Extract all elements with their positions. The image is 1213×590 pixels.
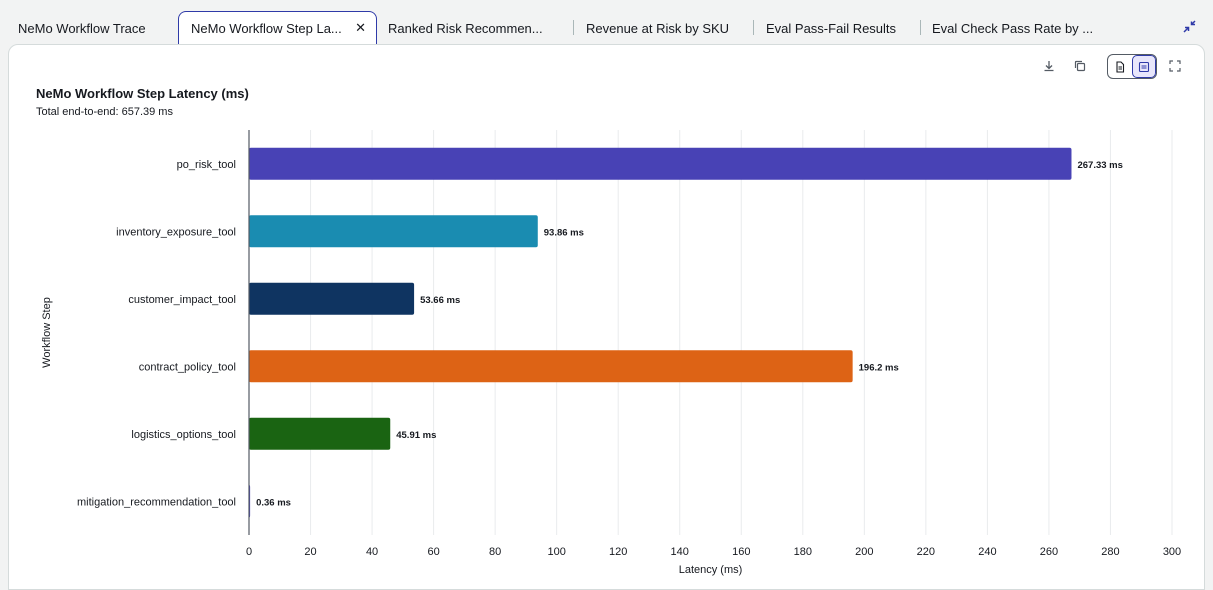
tab-separator — [920, 20, 921, 35]
tab-eval-pass-fail[interactable]: Eval Pass-Fail Results — [753, 11, 920, 45]
tab-separator — [753, 20, 754, 35]
close-icon[interactable]: ✕ — [355, 20, 366, 35]
x-tick-label: 100 — [547, 546, 565, 558]
collapse-icon[interactable] — [1181, 18, 1199, 36]
bar-chart: 0 20 40 60 80 100 120 140 160 180 200 220 240 260 280 3… — [41, 130, 1181, 576]
tab-label: NeMo Workflow Trace — [18, 20, 146, 36]
category-label: logistics_options_tool — [131, 429, 236, 441]
x-tick-label: 260 — [1040, 546, 1058, 558]
x-tick-label: 20 — [304, 546, 316, 558]
tab-label: Eval Pass-Fail Results — [766, 20, 897, 36]
category-label: po_risk_tool — [177, 159, 236, 171]
x-tick-label: 80 — [489, 546, 501, 558]
tab-ranked-risk[interactable]: Ranked Risk Recommen... — [378, 11, 573, 45]
x-tick-label: 240 — [978, 546, 996, 558]
x-tick-label: 280 — [1101, 546, 1119, 558]
category-label: mitigation_recommendation_tool — [77, 496, 236, 508]
tab-eval-check-pass-rate[interactable]: Eval Check Pass Rate by ... — [920, 11, 1100, 45]
chart-panel: NeMo Workflow Step Latency (ms) Total en… — [8, 44, 1205, 590]
tab-label: NeMo Workflow Step La... — [191, 21, 342, 36]
x-tick-label: 180 — [794, 546, 812, 558]
category-label: inventory_exposure_tool — [116, 226, 236, 238]
bar[interactable] — [249, 417, 391, 450]
x-tick-label: 0 — [246, 546, 252, 558]
data-label: 196.2 ms — [859, 362, 899, 373]
chart-title: NeMo Workflow Step Latency (ms) — [36, 86, 249, 101]
x-tick-label: 160 — [732, 546, 750, 558]
x-tick-label: 140 — [671, 546, 689, 558]
tab-workflow-trace[interactable]: NeMo Workflow Trace — [8, 11, 176, 45]
tab-separator — [573, 20, 574, 35]
download-icon[interactable] — [1038, 55, 1060, 77]
tab-revenue-at-risk[interactable]: Revenue at Risk by SKU — [573, 11, 753, 45]
copy-icon[interactable] — [1069, 55, 1091, 77]
table-icon[interactable] — [1132, 55, 1156, 78]
chart-subtitle: Total end-to-end: 657.39 ms — [36, 106, 173, 118]
tab-bar: NeMo Workflow Trace NeMo Workflow Step L… — [0, 0, 1213, 46]
data-label: 0.36 ms — [256, 497, 291, 508]
x-tick-label: 40 — [366, 546, 378, 558]
y-axis-title: Workflow Step — [41, 297, 53, 368]
tab-step-latency[interactable]: NeMo Workflow Step La... ✕ — [178, 11, 377, 45]
x-tick-label: 120 — [609, 546, 627, 558]
bar[interactable] — [249, 282, 415, 315]
x-tick-label: 220 — [917, 546, 935, 558]
data-label: 267.33 ms — [1077, 160, 1122, 171]
expand-icon[interactable] — [1164, 55, 1186, 77]
x-tick-label: 200 — [855, 546, 873, 558]
x-axis-title: Latency (ms) — [679, 564, 743, 576]
category-label: contract_policy_tool — [139, 361, 236, 373]
x-tick-label: 60 — [427, 546, 439, 558]
tab-label: Ranked Risk Recommen... — [388, 20, 543, 36]
view-toggle — [1107, 54, 1157, 79]
data-label: 93.86 ms — [544, 227, 584, 238]
bar[interactable] — [249, 147, 1072, 180]
bar[interactable] — [249, 350, 853, 383]
data-label: 53.66 ms — [420, 295, 460, 306]
data-label: 45.91 ms — [396, 430, 436, 441]
bar[interactable] — [249, 215, 538, 248]
tab-label: Revenue at Risk by SKU — [586, 20, 730, 36]
document-icon[interactable] — [1108, 55, 1132, 78]
category-label: customer_impact_tool — [128, 294, 236, 306]
x-tick-label: 300 — [1163, 546, 1181, 558]
tab-label: Eval Check Pass Rate by ... — [932, 20, 1094, 36]
